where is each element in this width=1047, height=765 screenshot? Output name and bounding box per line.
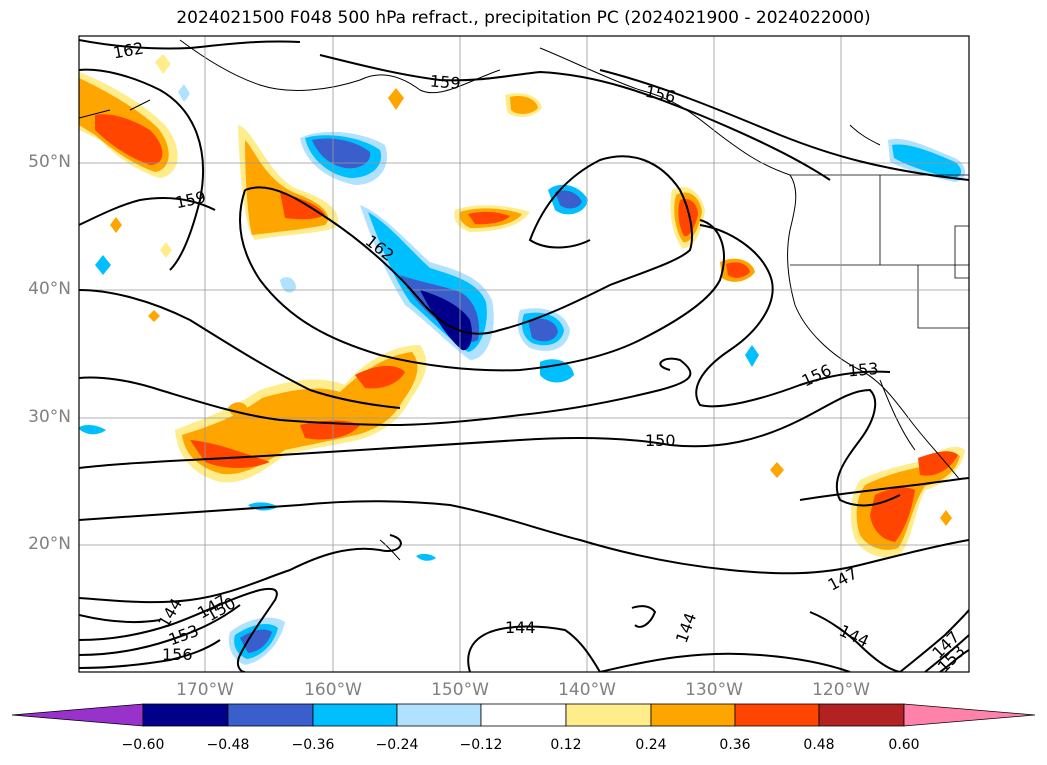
colorbar-segment bbox=[396, 703, 482, 727]
graticule bbox=[79, 36, 969, 672]
contour-label: 144 bbox=[505, 618, 536, 637]
colorbar-segment bbox=[565, 703, 652, 727]
lon-label-120w: 120°W bbox=[812, 680, 870, 700]
contour-147 bbox=[79, 500, 969, 575]
colorbar-tick: 0.60 bbox=[888, 737, 920, 753]
lon-label-140w: 140°W bbox=[558, 680, 616, 700]
contour-label: 144 bbox=[836, 621, 872, 651]
map-frame bbox=[78, 35, 970, 673]
colorbar-tick: −0.12 bbox=[459, 737, 503, 753]
contour-label: 156 bbox=[162, 645, 193, 664]
colorbar-extend-low bbox=[11, 703, 144, 727]
colorbar-segment bbox=[312, 703, 398, 727]
contour-label: 150 bbox=[645, 431, 676, 450]
lat-label-40n: 40°N bbox=[28, 279, 71, 299]
colorbar-segment bbox=[734, 703, 820, 727]
contour-156 bbox=[695, 224, 891, 408]
lat-label-20n: 20°N bbox=[28, 534, 71, 554]
colorbar-tick: 0.12 bbox=[550, 737, 582, 753]
colorbar-tick: −0.36 bbox=[291, 737, 335, 753]
contour-label: 156 bbox=[644, 82, 678, 107]
coastlines bbox=[79, 39, 969, 561]
contour-label: 159 bbox=[174, 187, 208, 212]
contour-label: 159 bbox=[429, 71, 461, 93]
contour-label: 144 bbox=[672, 610, 700, 645]
colorbar-tick: −0.24 bbox=[375, 737, 419, 753]
colorbar-segment bbox=[818, 703, 905, 727]
colorbar-tick: 0.24 bbox=[635, 737, 667, 753]
colorbar-segment bbox=[142, 703, 229, 727]
contour-159-north bbox=[79, 68, 204, 271]
contour-label: 156 bbox=[799, 360, 835, 390]
colorbar-extend-high bbox=[903, 703, 1036, 727]
map-content bbox=[79, 36, 969, 672]
colorbar bbox=[11, 703, 1036, 727]
colorbar-segment bbox=[480, 703, 567, 727]
colorbar-tick: 0.36 bbox=[719, 737, 751, 753]
precip-shading bbox=[79, 54, 966, 665]
colorbar-tick: −0.48 bbox=[206, 737, 250, 753]
colorbar-tick: 0.48 bbox=[803, 737, 835, 753]
contour-label: 147 bbox=[825, 563, 861, 594]
lon-label-130w: 130°W bbox=[685, 680, 743, 700]
contour-150 bbox=[79, 388, 901, 507]
lon-label-160w: 160°W bbox=[304, 680, 362, 700]
colorbar-segment bbox=[650, 703, 736, 727]
contour-162-central bbox=[79, 197, 216, 226]
lon-label-150w: 150°W bbox=[431, 680, 489, 700]
contour-label: 153 bbox=[847, 359, 879, 381]
map-title: 2024021500 F048 500 hPa refract., precip… bbox=[176, 8, 871, 28]
lat-label-50n: 50°N bbox=[28, 152, 71, 172]
colorbar-tick: −0.60 bbox=[121, 737, 165, 753]
colorbar-segment bbox=[227, 703, 314, 727]
refractivity-contours bbox=[79, 39, 969, 672]
contour-162-north bbox=[79, 39, 301, 50]
contour-144 bbox=[79, 614, 161, 624]
lon-label-170w: 170°W bbox=[176, 680, 234, 700]
contour-label: 162 bbox=[112, 38, 145, 62]
lat-label-30n: 30°N bbox=[28, 407, 71, 427]
